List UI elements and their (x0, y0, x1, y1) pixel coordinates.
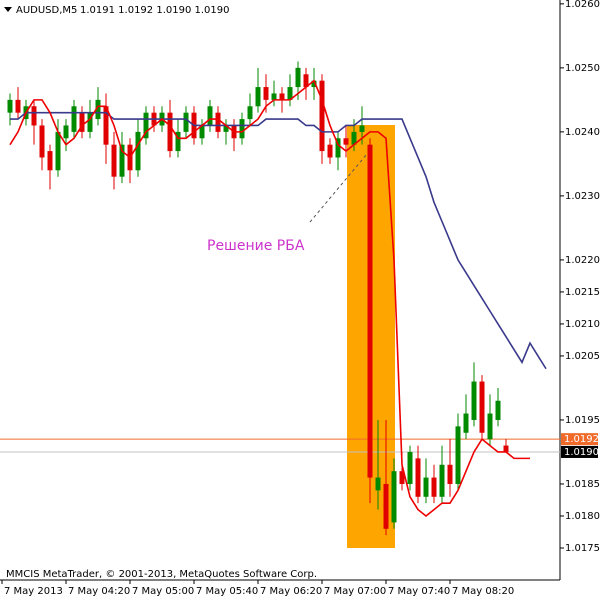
y-tick-label: 1.0250 (565, 63, 600, 74)
candle-body (391, 471, 397, 523)
candle-body (479, 381, 485, 433)
candle-body (303, 74, 309, 88)
candle-body (311, 80, 317, 88)
x-tick-label: 7 May 05:40 (196, 586, 258, 597)
annotation: Решение РБА (207, 238, 305, 254)
candle-body (447, 464, 453, 484)
candle-body (503, 445, 509, 452)
candle-body (15, 99, 21, 113)
price-box-label: 1.0192 (564, 434, 599, 445)
x-tick-label: 7 May 07:00 (324, 586, 386, 597)
candle-body (103, 106, 109, 145)
candle-body (495, 400, 501, 420)
candle-body (295, 67, 301, 88)
candle-body (439, 464, 445, 497)
y-tick-label: 1.0210 (565, 319, 600, 330)
price-box (561, 445, 598, 458)
candle-body (71, 106, 77, 132)
candle-body (7, 99, 13, 113)
moving-average (9, 79, 530, 518)
candle-body (407, 451, 413, 484)
y-tick-label: 1.0240 (565, 127, 600, 138)
y-tick-label: 1.0220 (565, 255, 600, 266)
candle-body (55, 131, 61, 171)
candle-body (335, 138, 341, 158)
candle-body (359, 125, 365, 132)
candle-body (255, 87, 261, 107)
menu-arrow (4, 7, 12, 12)
x-tick-label: 7 May 06:20 (260, 586, 322, 597)
candle-body (327, 144, 333, 158)
y-tick-label: 1.0230 (565, 191, 600, 202)
candle-body (31, 106, 37, 126)
candle-body (39, 125, 45, 158)
y-tick-label: 1.0260 (565, 0, 600, 10)
price-box (561, 433, 598, 446)
candle-body (343, 138, 349, 145)
candle-body (207, 106, 213, 126)
moving-average (10, 111, 547, 370)
candle-body (263, 87, 269, 100)
x-tick-label: 7 May 05:00 (132, 586, 194, 597)
symbol-title: AUDUSD,M5 (16, 5, 77, 16)
candle-body (423, 477, 429, 497)
candle-body (79, 112, 85, 132)
candle-body (415, 458, 421, 497)
candle-body (367, 144, 373, 478)
candle-body (215, 112, 221, 132)
y-tick-label: 1.0215 (565, 287, 600, 298)
candle-body (135, 131, 141, 171)
candle-body (63, 125, 69, 139)
y-tick-label: 1.0175 (565, 543, 600, 554)
candle-body (279, 93, 285, 100)
candle-body (87, 112, 93, 132)
candle-body (119, 144, 125, 177)
y-tick-label: 1.0185 (565, 479, 600, 490)
candle-body (319, 80, 325, 152)
candle-body (247, 106, 253, 120)
x-tick-label: 7 May 04:20 (68, 586, 130, 597)
footer: MMCIS MetaTrader, © 2001-2013, MetaQuote… (6, 569, 317, 580)
candle-body (399, 471, 405, 484)
x-tick-label: 7 May 2013 (4, 586, 63, 597)
candle-body (383, 483, 389, 529)
candle-body (175, 131, 181, 152)
quote: 1.0191 1.0192 1.0190 1.0190 (80, 5, 230, 16)
annotation-pointer (309, 147, 373, 223)
candle-body (487, 413, 493, 440)
candle-body (183, 112, 189, 132)
y-tick-label: 1.0180 (565, 511, 600, 522)
price-box-label: 1.0190 (564, 447, 599, 458)
candle-body (167, 112, 173, 152)
candle-body (471, 381, 477, 420)
candle-body (199, 125, 205, 139)
y-tick-label: 1.0195 (565, 415, 600, 426)
candle-body (143, 112, 149, 139)
candle-body (239, 119, 245, 139)
candle-body (223, 125, 229, 132)
candle-body (271, 93, 277, 100)
y-tick-label: 1.0205 (565, 351, 600, 362)
candle-body (431, 477, 437, 497)
candle-body (47, 151, 53, 171)
candle-body (111, 144, 117, 177)
candle-body (351, 131, 357, 145)
candle-body (463, 413, 469, 433)
x-tick-label: 7 May 08:20 (452, 586, 514, 597)
candle-body (375, 477, 381, 491)
candle-body (287, 87, 293, 100)
x-tick-label: 7 May 07:40 (388, 586, 450, 597)
candle-body (95, 99, 101, 120)
candle-body (455, 426, 461, 484)
